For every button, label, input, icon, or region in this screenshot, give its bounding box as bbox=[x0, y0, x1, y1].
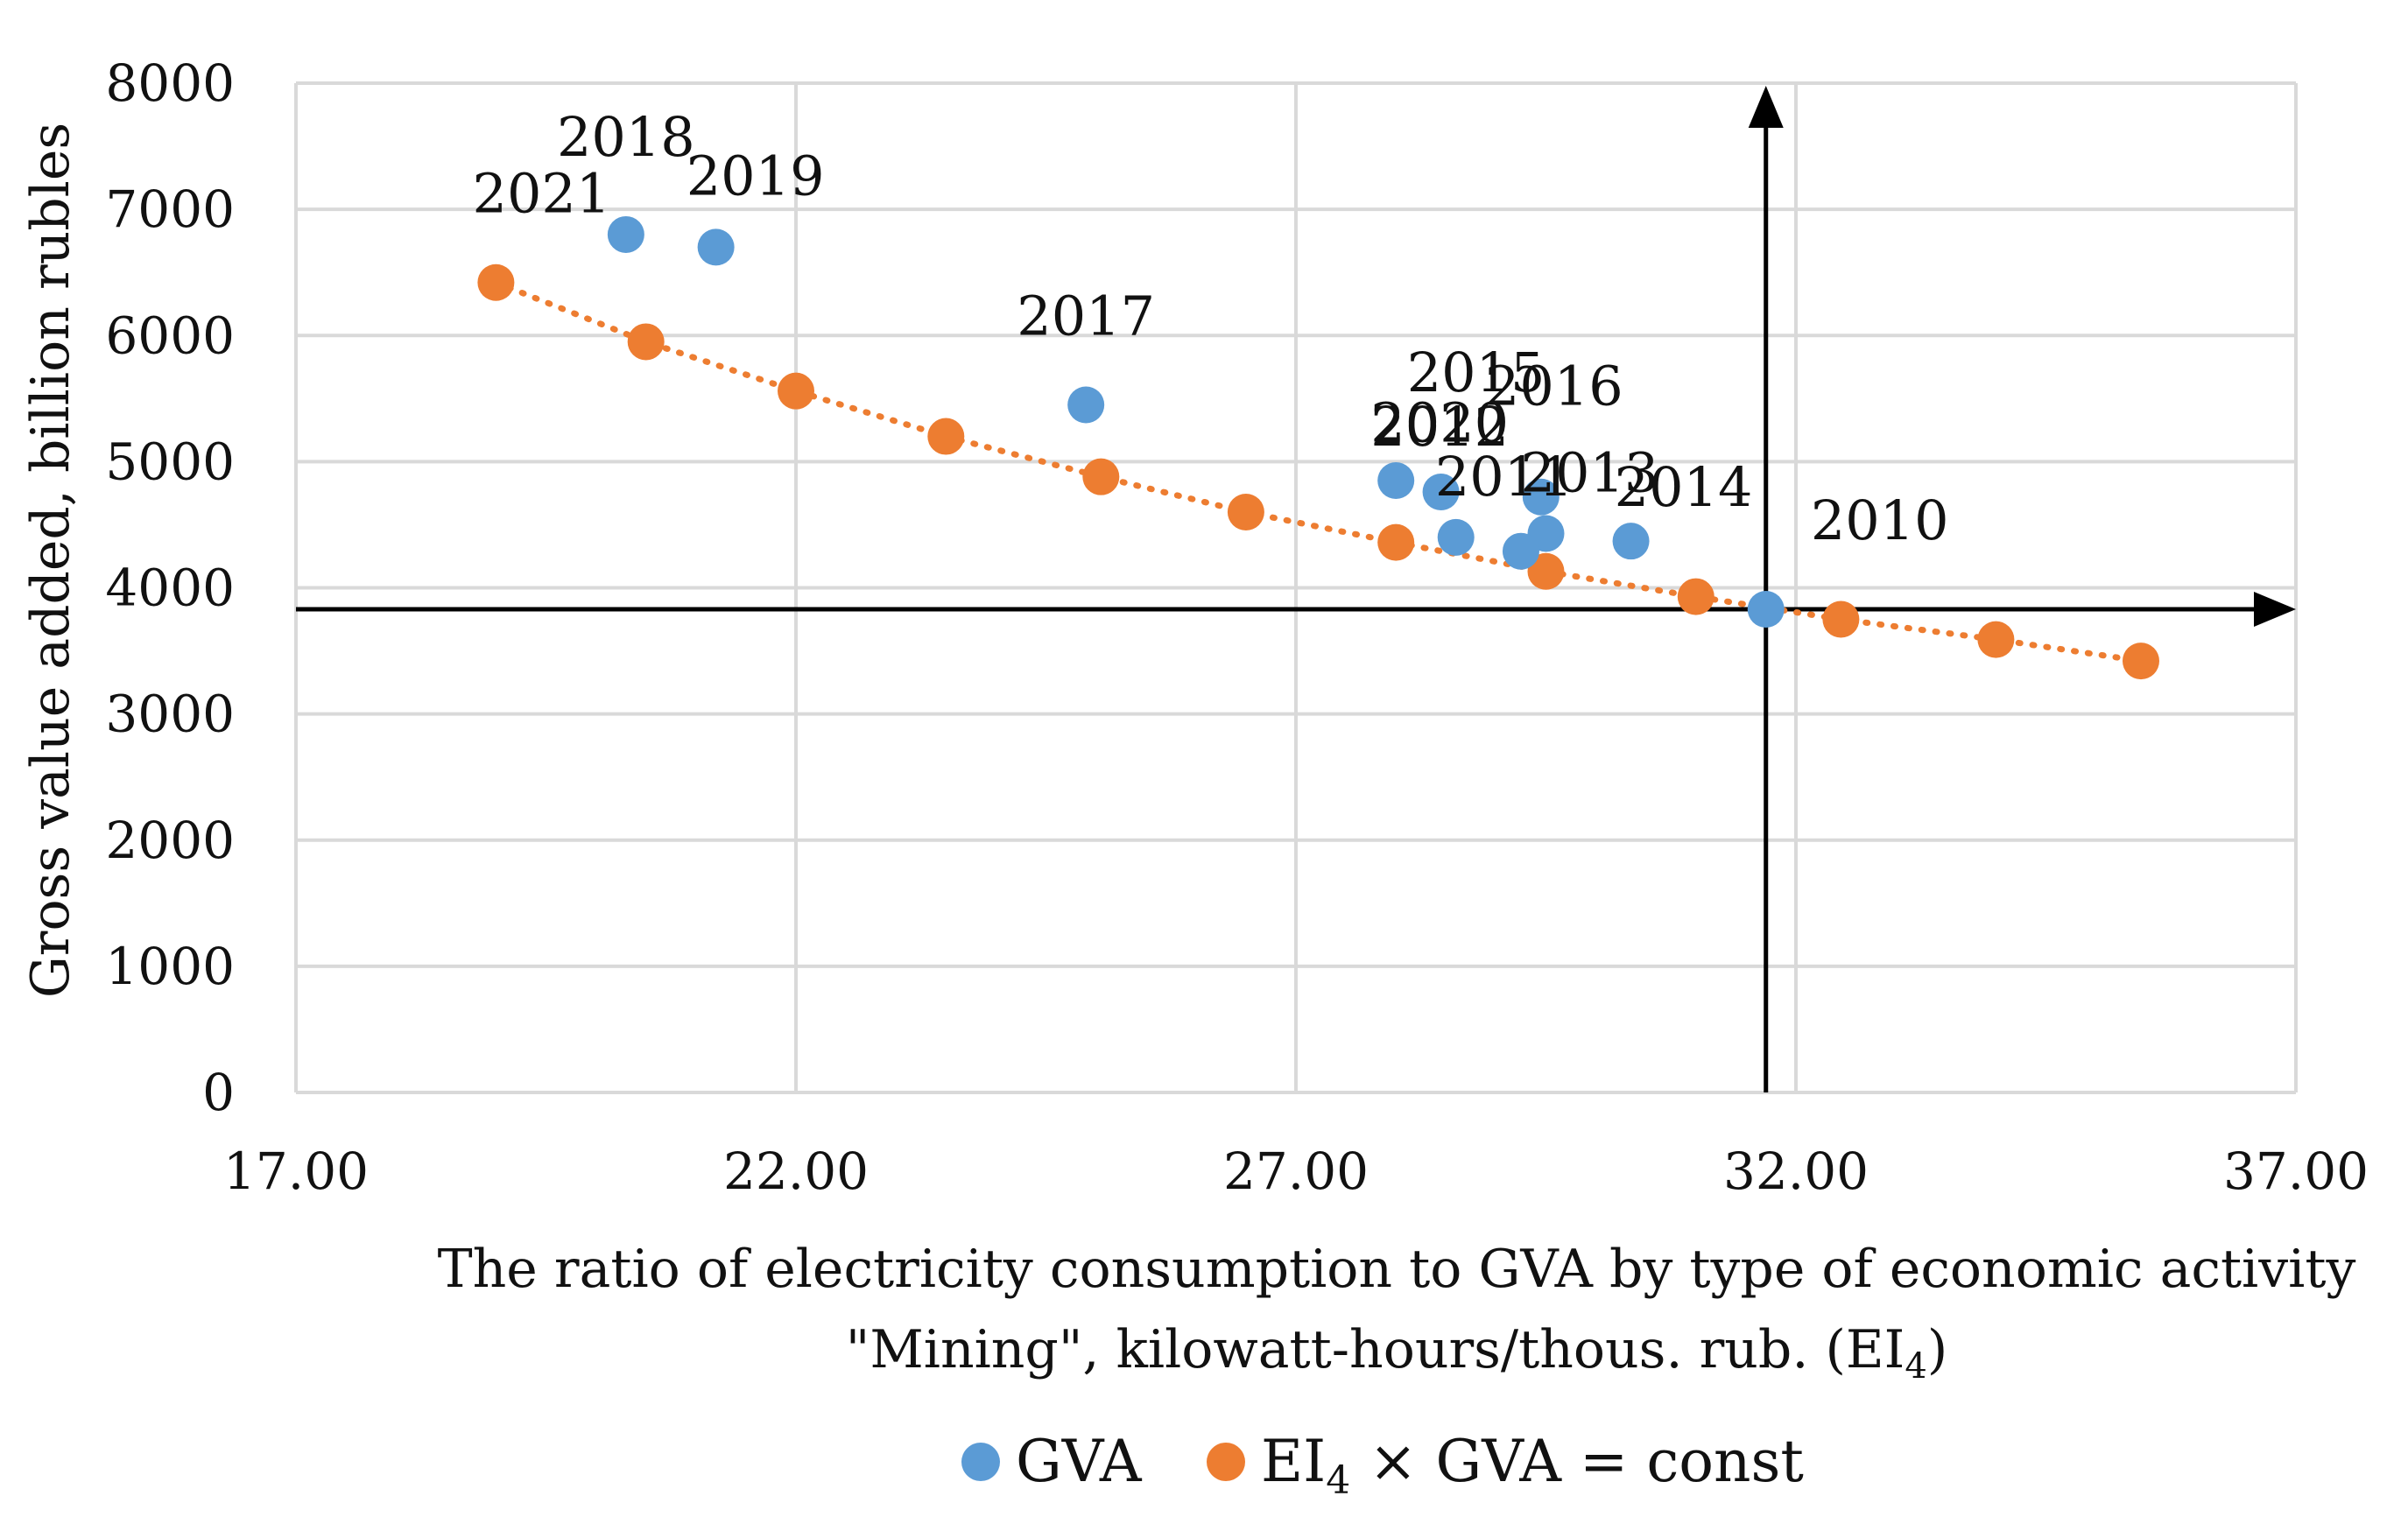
y-tick-label: 1000 bbox=[105, 937, 235, 996]
y-tick-label: 0 bbox=[202, 1063, 235, 1122]
point-gva bbox=[1747, 591, 1785, 629]
point-const bbox=[1822, 600, 1860, 638]
point-const bbox=[1977, 621, 2015, 658]
point-label: 2015 bbox=[1407, 341, 1545, 404]
point-label: 2011 bbox=[1435, 445, 1574, 509]
y-tick-label: 7000 bbox=[105, 179, 235, 239]
legend-label-const: EI4 × GVA = const bbox=[1261, 1428, 1804, 1503]
point-const bbox=[1082, 458, 1120, 495]
point-label: 2010 bbox=[1811, 488, 1949, 552]
arrow-up-icon bbox=[1748, 86, 1784, 128]
point-gva bbox=[1612, 523, 1650, 560]
trendline-path bbox=[492, 279, 2144, 664]
point-gva bbox=[697, 228, 735, 266]
point-label: 2019 bbox=[686, 144, 825, 207]
legend: GVA EI4 × GVA = const bbox=[961, 1428, 1804, 1503]
point-const bbox=[927, 418, 965, 455]
point-label: 2018 bbox=[557, 105, 695, 169]
legend-label-gva: GVA bbox=[1016, 1428, 1143, 1495]
y-tick-label: 6000 bbox=[105, 306, 235, 365]
point-gva bbox=[1437, 518, 1475, 556]
tick-labels: 0 1000 2000 3000 4000 5000 6000 7000 8000 17.00 22… bbox=[105, 53, 2369, 1201]
y-tick-label: 3000 bbox=[105, 685, 235, 744]
point-const bbox=[2122, 643, 2159, 680]
point-const bbox=[627, 323, 665, 361]
legend-marker-gva bbox=[961, 1443, 1000, 1481]
y-tick-label: 2000 bbox=[105, 811, 235, 870]
point-label: 2016 bbox=[1485, 355, 1623, 418]
point-gva bbox=[1522, 478, 1560, 516]
y-tick-label: 4000 bbox=[105, 558, 235, 618]
y-axis-title: Gross value added, billion rubles bbox=[20, 123, 81, 998]
point-gva bbox=[607, 215, 644, 253]
point-const bbox=[1227, 494, 1264, 531]
x-axis-title-line2: "Mining", kilowatt-hours/thous. rub. (EI… bbox=[846, 1319, 1948, 1387]
point-const bbox=[477, 263, 515, 301]
trendline bbox=[492, 279, 2144, 664]
point-label: 2014 bbox=[1615, 455, 1753, 519]
x-axis-title-line1: The ratio of electricity consumption to … bbox=[438, 1239, 2356, 1300]
data-points bbox=[477, 215, 2159, 680]
point-label: 2017 bbox=[1017, 284, 1155, 348]
point-const bbox=[1527, 552, 1565, 590]
y-tick-label: 5000 bbox=[105, 432, 235, 491]
arrow-right-icon bbox=[2254, 592, 2296, 628]
point-gva bbox=[1067, 386, 1105, 424]
x-tick-label: 37.00 bbox=[2223, 1141, 2369, 1201]
point-const bbox=[1377, 523, 1415, 561]
point-label: 2013 bbox=[1521, 441, 1659, 505]
point-label: 2021 bbox=[473, 162, 611, 226]
legend-marker-const bbox=[1207, 1443, 1245, 1481]
y-tick-label: 8000 bbox=[105, 53, 235, 113]
x-tick-label: 32.00 bbox=[1723, 1141, 1869, 1201]
point-gva bbox=[1502, 532, 1539, 570]
x-tick-label: 22.00 bbox=[723, 1141, 869, 1201]
x-tick-label: 17.00 bbox=[223, 1141, 369, 1201]
point-label: 2020 bbox=[1370, 391, 1509, 455]
point-const bbox=[1677, 578, 1714, 615]
point-gva bbox=[1377, 461, 1415, 499]
point-const bbox=[778, 372, 814, 410]
grid bbox=[294, 81, 2298, 1094]
x-tick-label: 27.00 bbox=[1223, 1141, 1369, 1201]
point-label: 2012 bbox=[1370, 395, 1509, 459]
point-gva bbox=[1422, 473, 1460, 510]
